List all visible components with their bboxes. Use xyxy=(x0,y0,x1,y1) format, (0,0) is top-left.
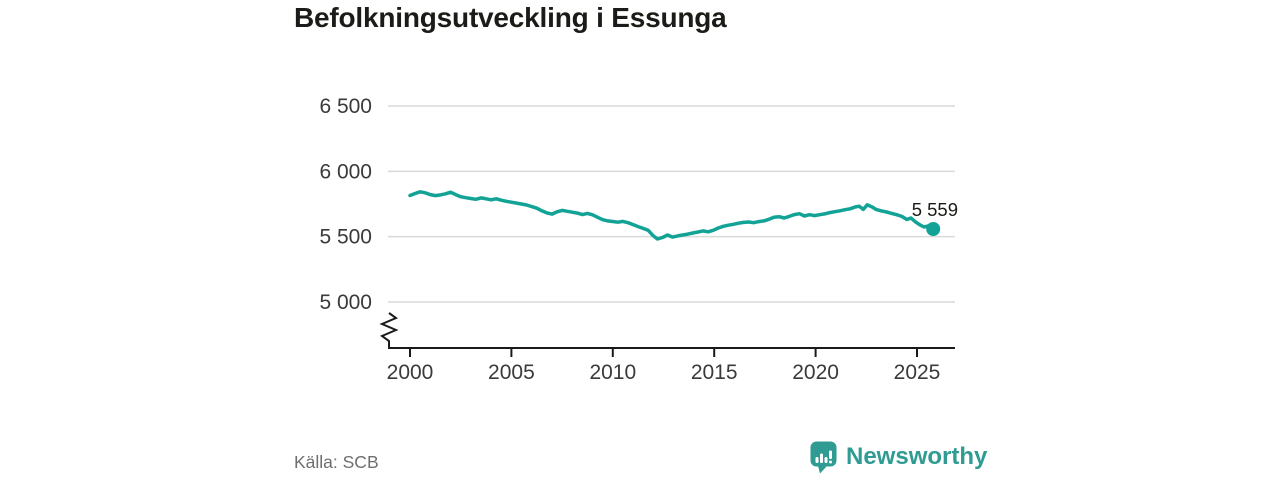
y-axis-break xyxy=(379,312,399,348)
y-tick-label: 5 500 xyxy=(319,226,372,249)
x-tick-label: 2010 xyxy=(589,361,636,384)
newsworthy-icon xyxy=(810,441,837,474)
last-point-marker xyxy=(926,222,941,236)
newsworthy-wordmark: Newsworthy xyxy=(846,443,988,470)
last-value-label: 5 559 xyxy=(912,199,958,220)
y-tick-label: 5 000 xyxy=(319,291,372,314)
x-tick-label: 2005 xyxy=(488,361,535,384)
population-line xyxy=(408,190,935,241)
x-tick-label: 2025 xyxy=(894,361,941,384)
x-tick-label: 2000 xyxy=(387,361,434,384)
source-label: Källa: SCB xyxy=(294,452,379,472)
newsworthy-logo[interactable]: Newsworthy xyxy=(809,440,987,474)
x-tick-label: 2020 xyxy=(792,361,839,384)
y-tick-label: 6 500 xyxy=(319,95,372,118)
chart-title: Befolkningsutveckling i Essunga xyxy=(294,2,727,33)
x-tick-label: 2015 xyxy=(691,361,738,384)
y-tick-label: 6 000 xyxy=(319,160,372,183)
